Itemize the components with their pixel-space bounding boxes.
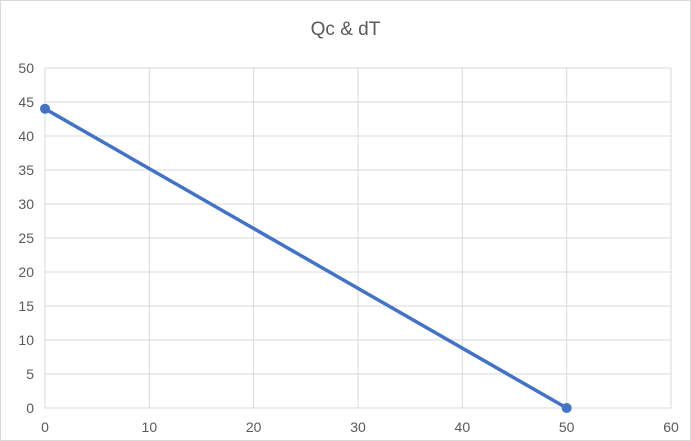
y-tick-label: 45 <box>18 94 34 110</box>
x-axis-tick-labels: 0 10 20 30 40 50 60 <box>41 419 679 435</box>
x-tick-label: 40 <box>455 419 471 435</box>
data-point <box>561 403 572 413</box>
y-tick-label: 35 <box>18 162 34 178</box>
y-tick-label: 15 <box>18 298 34 314</box>
chart-title: Qc & dT <box>310 19 381 40</box>
y-tick-label: 25 <box>18 230 34 246</box>
y-tick-label: 30 <box>18 196 34 212</box>
series-line <box>43 107 569 410</box>
y-tick-label: 10 <box>18 332 34 348</box>
x-tick-label: 10 <box>142 419 158 435</box>
series-layer <box>40 103 572 413</box>
x-tick-label: 60 <box>663 419 679 435</box>
x-tick-label: 30 <box>350 419 366 435</box>
gridlines <box>44 67 672 409</box>
x-tick-label: 0 <box>41 419 49 435</box>
y-tick-label: 40 <box>18 128 34 144</box>
data-point <box>40 103 50 114</box>
x-tick-label: 20 <box>246 419 262 435</box>
y-axis-tick-labels: 0 5 10 15 20 25 30 35 40 45 50 <box>18 60 34 416</box>
y-tick-label: 20 <box>18 264 34 280</box>
y-tick-label: 5 <box>26 366 34 382</box>
y-tick-label: 50 <box>18 60 34 76</box>
y-tick-label: 0 <box>26 400 34 416</box>
x-tick-label: 50 <box>559 419 575 435</box>
